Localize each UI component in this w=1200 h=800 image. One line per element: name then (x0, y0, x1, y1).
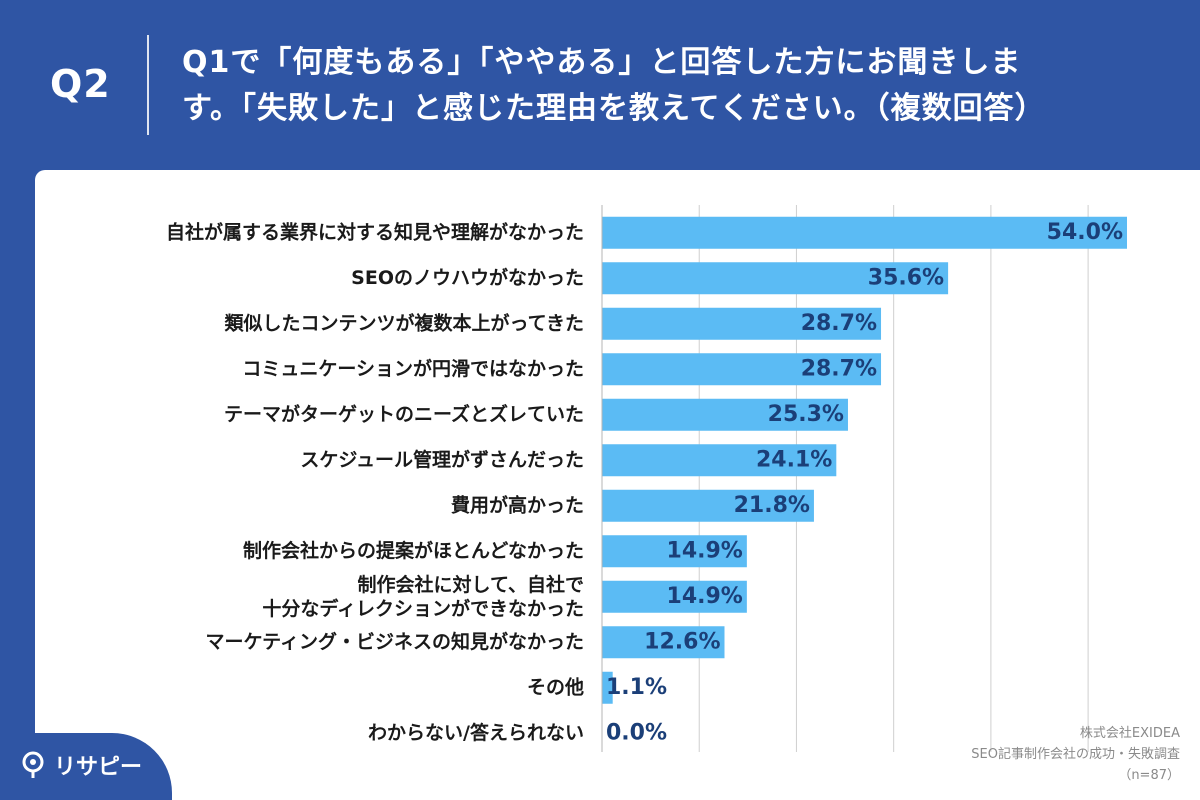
category-label: 類似したコンテンツが複数本上がってきた (224, 311, 584, 334)
bar (602, 353, 882, 386)
source-company: 株式会社EXIDEA (1079, 726, 1180, 741)
source-note: 株式会社EXIDEA SEO記事制作会社の成功・失敗調査 （n=87） (971, 723, 1180, 786)
category-label: テーマがターゲットのニーズとズレていた (224, 402, 584, 425)
question-line-2: す。「失敗した」と感じた理由を教えてください。（複数回答） (182, 91, 1046, 126)
brand-name: リサピー (54, 755, 143, 780)
data-label: 25.3% (768, 402, 844, 427)
category-label: スケジュール管理がずさんだった (300, 448, 584, 471)
brand-mark-icon (22, 751, 44, 778)
chart-panel: 自社が属する業界に対する知見や理解がなかった 54.0% SEOのノウハウがなかった… (35, 170, 1200, 800)
header-divider (147, 35, 149, 135)
bar (602, 216, 1127, 249)
bar (602, 535, 747, 568)
category-label: 制作会社からの提案がほとんどなかった (243, 539, 584, 562)
category-label: 費用が高かった (451, 493, 584, 516)
bar-chart: 自社が属する業界に対する知見や理解がなかった 54.0% SEOのノウハウがなかった… (166, 205, 1127, 752)
bar (602, 626, 725, 659)
data-label: 12.6% (644, 629, 720, 654)
data-label: 14.9% (667, 584, 743, 609)
category-label: コミュニケーションが円滑ではなかった (242, 357, 584, 380)
question-text: Q1で「何度もある」「ややある」と回答した方にお聞きしま す。「失敗した」と感じ… (182, 40, 1172, 132)
bar (602, 580, 747, 613)
category-label: わからない/答えられない (368, 721, 584, 744)
bar (602, 307, 882, 340)
data-label: 28.7% (801, 311, 877, 336)
data-label: 0.0% (606, 720, 667, 745)
bar (602, 444, 837, 477)
data-label: 54.0% (1047, 220, 1123, 245)
source-survey: SEO記事制作会社の成功・失敗調査 (971, 747, 1180, 762)
data-label: 21.8% (734, 493, 810, 518)
bar (602, 398, 848, 431)
bar (602, 671, 613, 704)
brand-logo: リサピー (0, 733, 172, 800)
category-label: マーケティング・ビジネスの知見がなかった (206, 630, 584, 653)
source-sample: （n=87） (1118, 768, 1180, 783)
question-number: Q2 (50, 62, 111, 106)
category-label: 自社が属する業界に対する知見や理解がなかった (166, 220, 584, 243)
header: Q2 Q1で「何度もある」「ややある」と回答した方にお聞きしま す。「失敗した」… (0, 0, 1200, 170)
data-label: 24.1% (756, 447, 832, 472)
bar (602, 262, 949, 295)
bar (602, 489, 814, 522)
category-label: 制作会社に対して、自社で十分なディレクションができなかった (262, 573, 584, 620)
data-label: 35.6% (868, 265, 944, 290)
data-label: 1.1% (606, 675, 667, 700)
data-label: 28.7% (801, 356, 877, 381)
data-label: 14.9% (667, 538, 743, 563)
category-label: その他 (527, 675, 584, 698)
category-label: SEOのノウハウがなかった (351, 266, 584, 289)
question-line-1: Q1で「何度もある」「ややある」と回答した方にお聞きしま (182, 45, 1022, 80)
